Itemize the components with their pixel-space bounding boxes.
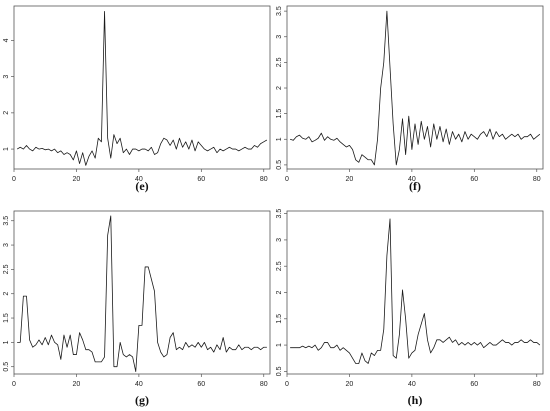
x-tick-label-h-0: 0: [285, 381, 289, 388]
x-tick-label-f-40: 40: [408, 176, 416, 183]
y-tick-label-f-3: 3: [276, 35, 283, 39]
y-tick-label-g-0.5: 0.5: [3, 362, 10, 372]
series-line-f-0: [289, 10, 541, 166]
x-tick-label-f-20: 20: [346, 176, 354, 183]
y-tick-label-f-1.5: 1.5: [276, 109, 283, 119]
y-tick-label-h-3.5: 3.5: [276, 209, 283, 219]
y-tick-label-g-3.5: 3.5: [3, 216, 10, 226]
x-tick-label-h-60: 60: [470, 381, 478, 388]
y-tick-label-g-2.5: 2.5: [3, 264, 10, 274]
x-tick-label-h-40: 40: [408, 381, 416, 388]
series-line-g-0: [17, 215, 267, 372]
panel-e: 0 20 40 60 80 1 2 3 4 (e): [3, 5, 271, 193]
y-tick-label-e-2: 2: [3, 111, 10, 115]
y-tick-label-f-2: 2: [276, 86, 283, 90]
x-tick-label-e-0: 0: [12, 176, 16, 183]
y-tick-label-g-1: 1: [3, 340, 10, 344]
y-tick-label-h-2.5: 2.5: [276, 261, 283, 271]
plot-frame-g: [13, 210, 271, 375]
y-tick-label-h-0.5: 0.5: [276, 366, 283, 376]
x-tick-label-g-60: 60: [197, 381, 205, 388]
x-tick-label-f-0: 0: [285, 176, 289, 183]
x-tick-label-g-40: 40: [135, 381, 143, 388]
x-tick-label-g-20: 20: [73, 381, 81, 388]
x-tick-label-g-80: 80: [260, 381, 268, 388]
panel-caption-f: (f): [409, 179, 421, 193]
x-tick-label-h-20: 20: [346, 381, 354, 388]
x-tick-label-e-40: 40: [135, 176, 143, 183]
y-tick-label-f-2.5: 2.5: [276, 57, 283, 67]
y-tick-label-g-1.5: 1.5: [3, 313, 10, 323]
y-tick-label-h-1.5: 1.5: [276, 314, 283, 324]
panel-caption-e: (e): [135, 179, 148, 193]
y-tick-label-f-3.5: 3.5: [276, 6, 283, 16]
y-tick-label-g-2: 2: [3, 292, 10, 296]
panel-f: 0 20 40 60 80 0.5 1 1.5 2 2.5 3 3.5 (f): [276, 5, 544, 193]
y-tick-label-h-3: 3: [276, 238, 283, 242]
x-tick-label-h-80: 80: [533, 381, 541, 388]
panel-h: 0 20 40 60 80 0.5 1 1.5 2 2.5 3 3.5 (h): [276, 209, 544, 407]
x-tick-label-f-60: 60: [470, 176, 478, 183]
y-tick-label-f-1: 1: [276, 137, 283, 141]
x-tick-label-e-20: 20: [73, 176, 81, 183]
plot-frame-e: [13, 5, 271, 170]
x-tick-label-f-80: 80: [533, 176, 541, 183]
x-tick-label-e-80: 80: [260, 176, 268, 183]
panel-caption-g: (g): [135, 393, 149, 407]
panel-caption-h: (h): [408, 393, 423, 407]
y-tick-label-f-0.5: 0.5: [276, 160, 283, 170]
y-tick-label-g-3: 3: [3, 243, 10, 247]
plot-frame-f: [286, 5, 544, 170]
x-tick-label-e-60: 60: [197, 176, 205, 183]
panel-g: 0 20 40 60 80 0.5 1 1.5 2 2.5 3 3.5 (g): [3, 210, 271, 407]
y-tick-label-e-4: 4: [3, 38, 10, 42]
x-tick-label-g-0: 0: [12, 381, 16, 388]
y-tick-label-h-1: 1: [276, 343, 283, 347]
y-tick-label-h-2: 2: [276, 290, 283, 294]
y-tick-label-e-1: 1: [3, 147, 10, 151]
series-line-e-0: [16, 11, 268, 166]
series-line-h-0: [290, 218, 541, 364]
y-tick-label-e-3: 3: [3, 75, 10, 79]
